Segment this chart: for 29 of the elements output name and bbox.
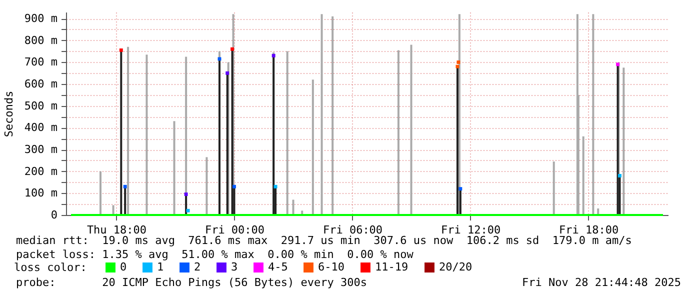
legend-label: 11-19 (375, 260, 408, 274)
text: Fri Nov 28 21:44:48 2025 (522, 276, 681, 290)
legend-label: 3 (231, 260, 238, 274)
legend-label: 0 (120, 260, 127, 274)
x-tick-label: Fri 18:00 (558, 224, 619, 236)
y-tick-label: 0 (50, 208, 58, 222)
text: probe: 20 ICMP Echo Pings (56 Bytes) every 300s (16, 276, 367, 290)
y-tick-label: 700 m (24, 56, 58, 69)
x-tick-label: Fri 00:00 (204, 224, 265, 236)
text: median rtt: 19.0 ms avg 761.6 ms max 291.7 us min 307.6 us now 106.2 ms sd 179.0 m am/s (16, 234, 632, 248)
y-tick-label: 400 m (24, 121, 58, 134)
y-tick-label: 100 m (24, 186, 58, 200)
x-tick-label: Fri 12:00 (440, 224, 501, 236)
text: packet loss: 1.35 % avg 51.00 % max 0.00 % min 0.00 % now (16, 248, 414, 262)
y-tick-label: 200 m (24, 164, 58, 178)
legend-label: 20/20 (439, 260, 472, 274)
x-tick-label: Thu 18:00 (86, 224, 147, 236)
y-tick-label: 600 m (24, 78, 58, 91)
legend-label: 4-5 (268, 260, 288, 274)
y-axis-title: Seconds (2, 90, 16, 138)
legend-label: 2 (194, 260, 201, 274)
legend-label: 6-10 (318, 260, 344, 274)
legend-label: 1 (157, 260, 164, 274)
legend-title: loss color: (14, 261, 87, 274)
x-tick-label: Fri 06:00 (322, 224, 383, 236)
y-tick-label: 500 m (24, 99, 58, 112)
y-tick-label: 300 m (24, 143, 58, 156)
y-tick-label: 900 m (24, 12, 58, 26)
y-tick-label: 800 m (24, 34, 58, 47)
